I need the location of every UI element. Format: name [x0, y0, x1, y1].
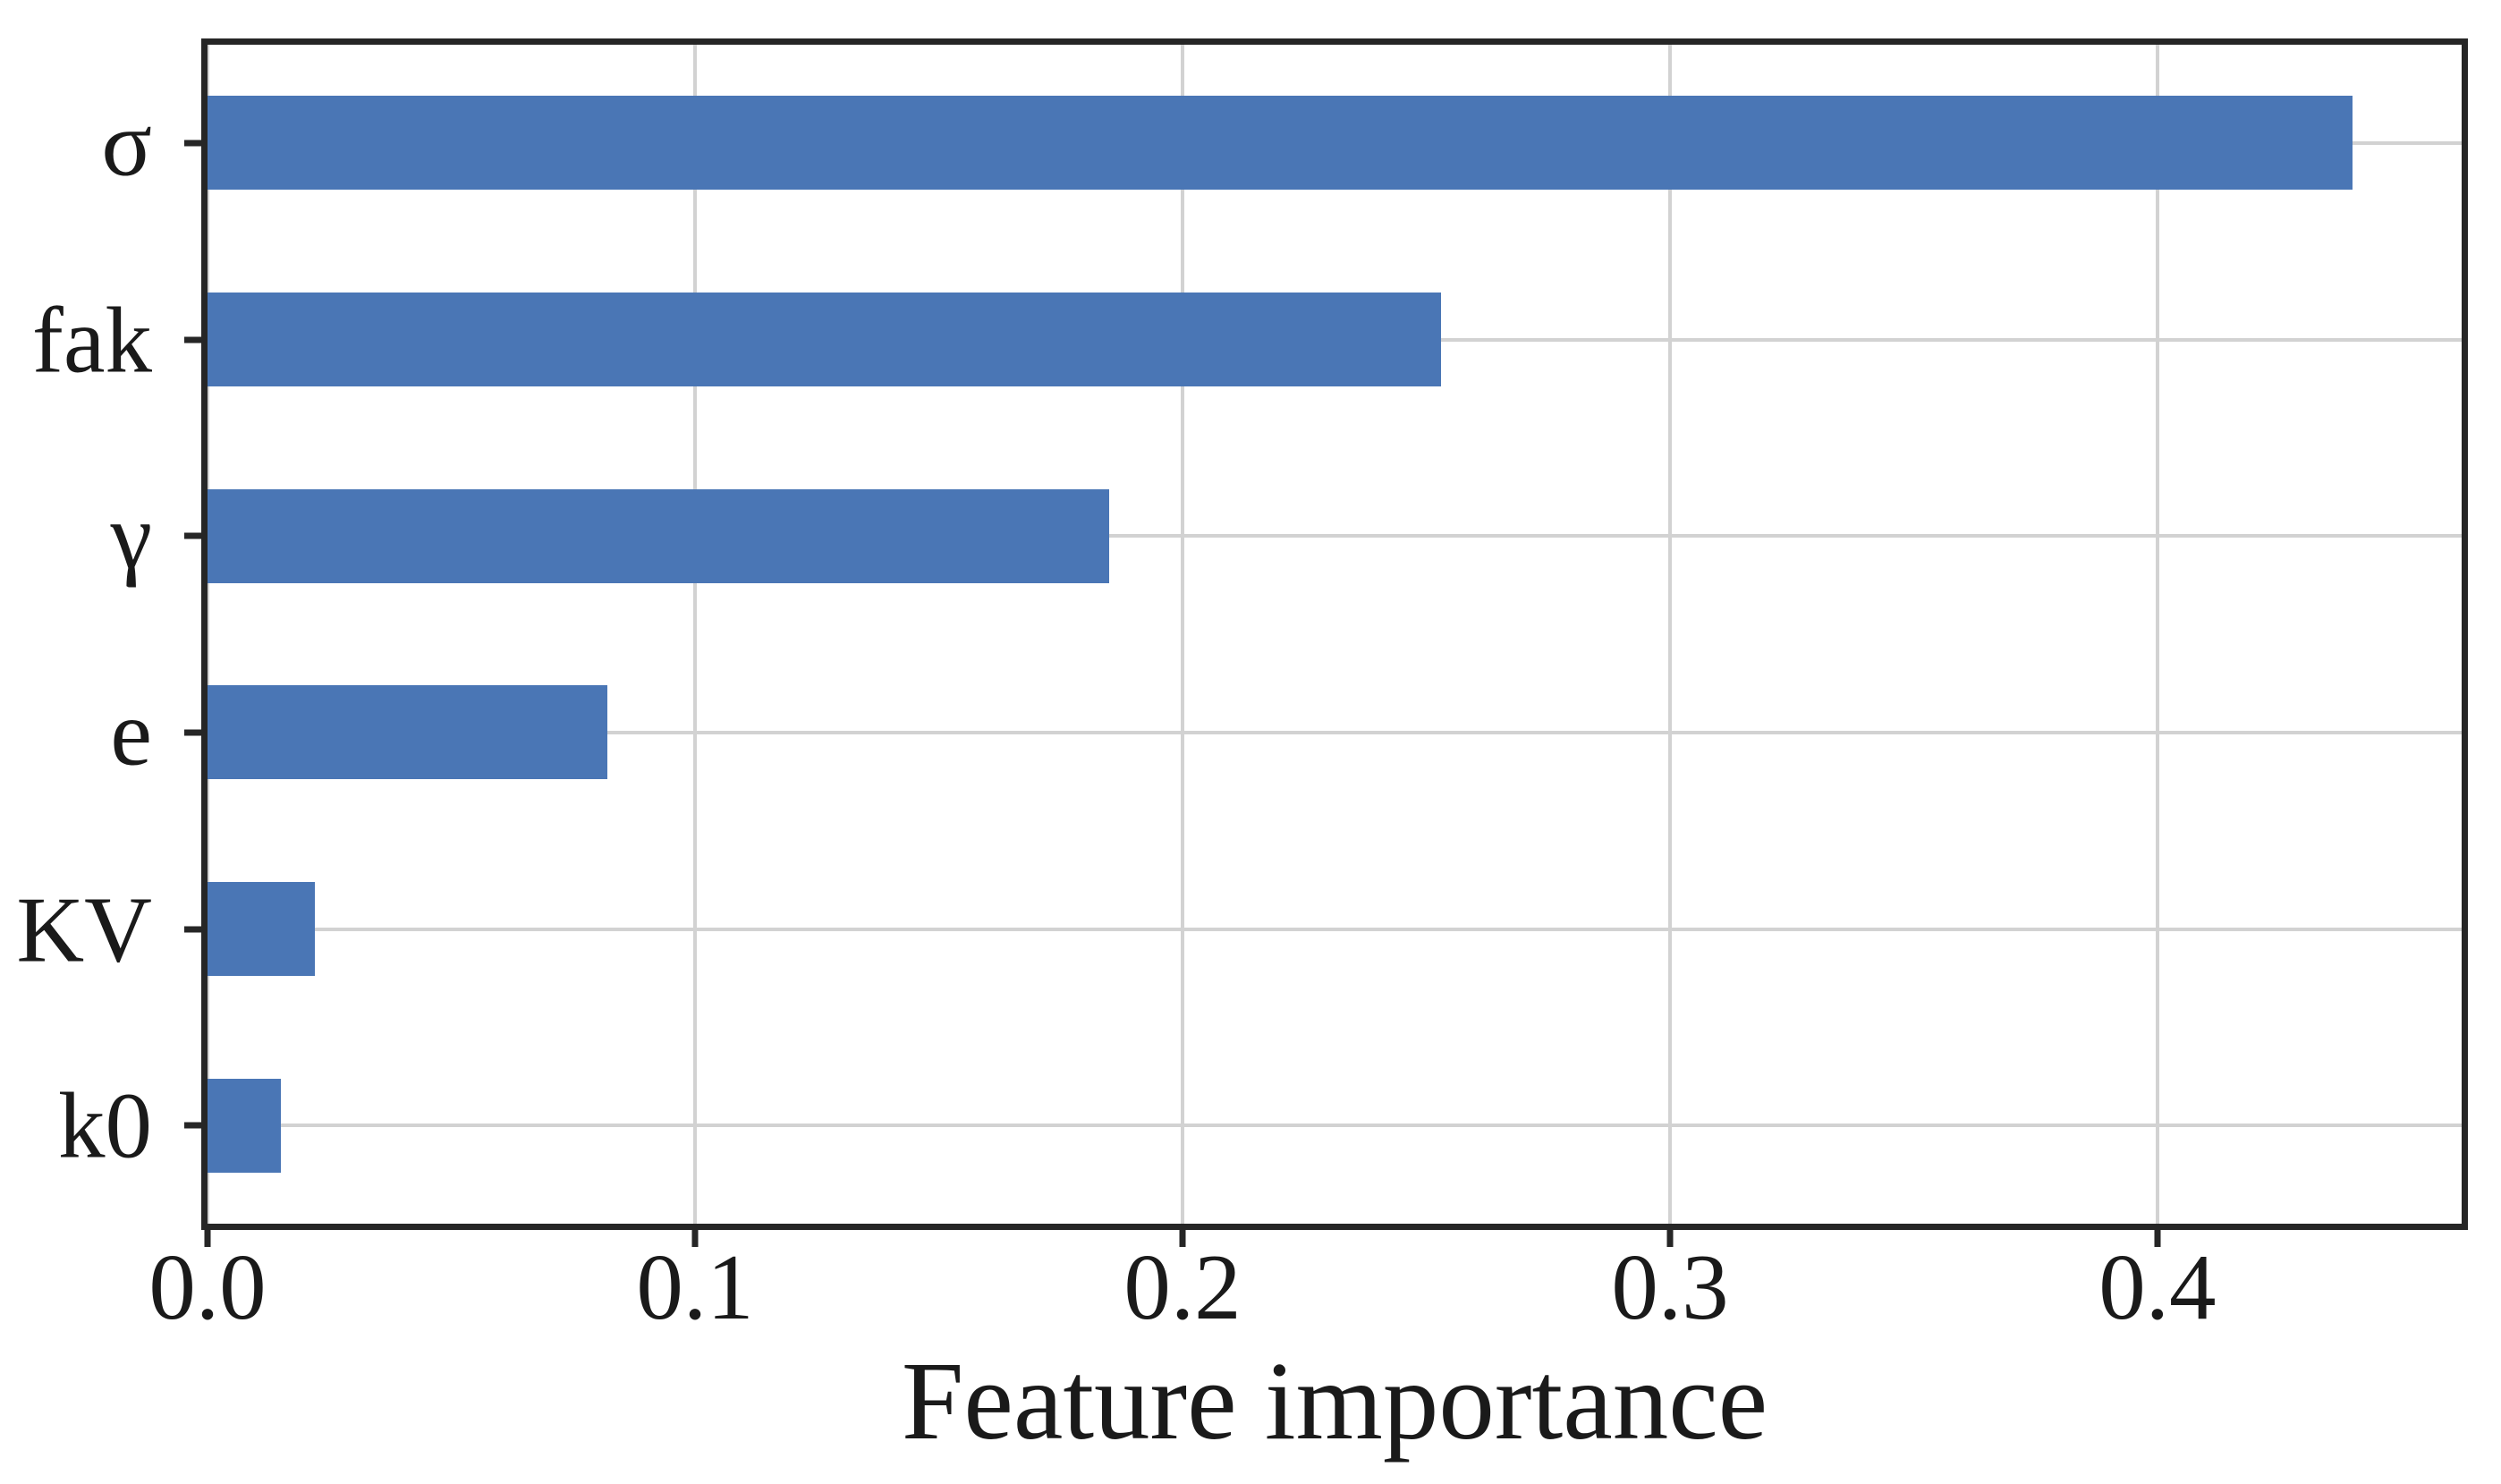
y-tick-mark-KV [184, 926, 208, 932]
gridline-vertical-0.4 [2155, 45, 2159, 1224]
x-tick-label-0.2: 0.2 [1123, 1234, 1242, 1339]
y-tick-label-γ: γ [110, 483, 152, 589]
axis-spine-bottom [201, 1224, 2468, 1230]
axis-spine-top [201, 38, 2468, 45]
x-tick-mark-0.4 [2154, 1224, 2161, 1247]
gridline-vertical-0.0 [206, 45, 209, 1224]
y-tick-mark-e [184, 729, 208, 736]
gridline-vertical-0.1 [692, 45, 697, 1224]
gridline-horizontal-e [208, 730, 2462, 734]
bar-e [208, 685, 607, 780]
y-tick-mark-σ [184, 140, 208, 147]
bar-fak [208, 293, 1441, 386]
axis-spine-right [2462, 38, 2468, 1230]
gridline-horizontal-KV [208, 927, 2462, 931]
x-tick-label-0.3: 0.3 [1611, 1234, 1729, 1339]
x-tick-mark-0.0 [204, 1224, 211, 1247]
x-tick-label-0.1: 0.1 [636, 1234, 754, 1339]
gridline-vertical-0.2 [1180, 45, 1184, 1224]
axis-spine-left [201, 38, 208, 1230]
y-tick-label-k0: k0 [58, 1073, 152, 1178]
y-tick-mark-k0 [184, 1122, 208, 1129]
bar-k0 [208, 1078, 281, 1173]
gridline-horizontal-γ [208, 534, 2462, 538]
y-tick-mark-fak [184, 336, 208, 343]
x-tick-mark-0.1 [691, 1224, 699, 1247]
gridline-horizontal-k0 [208, 1124, 2462, 1128]
gridline-vertical-0.3 [1667, 45, 1672, 1224]
x-tick-mark-0.3 [1666, 1224, 1674, 1247]
y-tick-label-σ: σ [101, 90, 152, 196]
bar-KV [208, 882, 315, 976]
x-axis-label: Feature importance [901, 1340, 1768, 1463]
y-tick-label-fak: fak [31, 287, 152, 392]
bar-γ [208, 488, 1110, 583]
y-tick-label-e: e [110, 680, 152, 785]
x-tick-label-0.0: 0.0 [148, 1234, 267, 1339]
y-tick-mark-γ [184, 532, 208, 539]
x-tick-label-0.4: 0.4 [2098, 1234, 2217, 1339]
bar-σ [208, 96, 2353, 191]
y-tick-label-KV: KV [16, 877, 152, 981]
x-tick-mark-0.2 [1179, 1224, 1186, 1247]
